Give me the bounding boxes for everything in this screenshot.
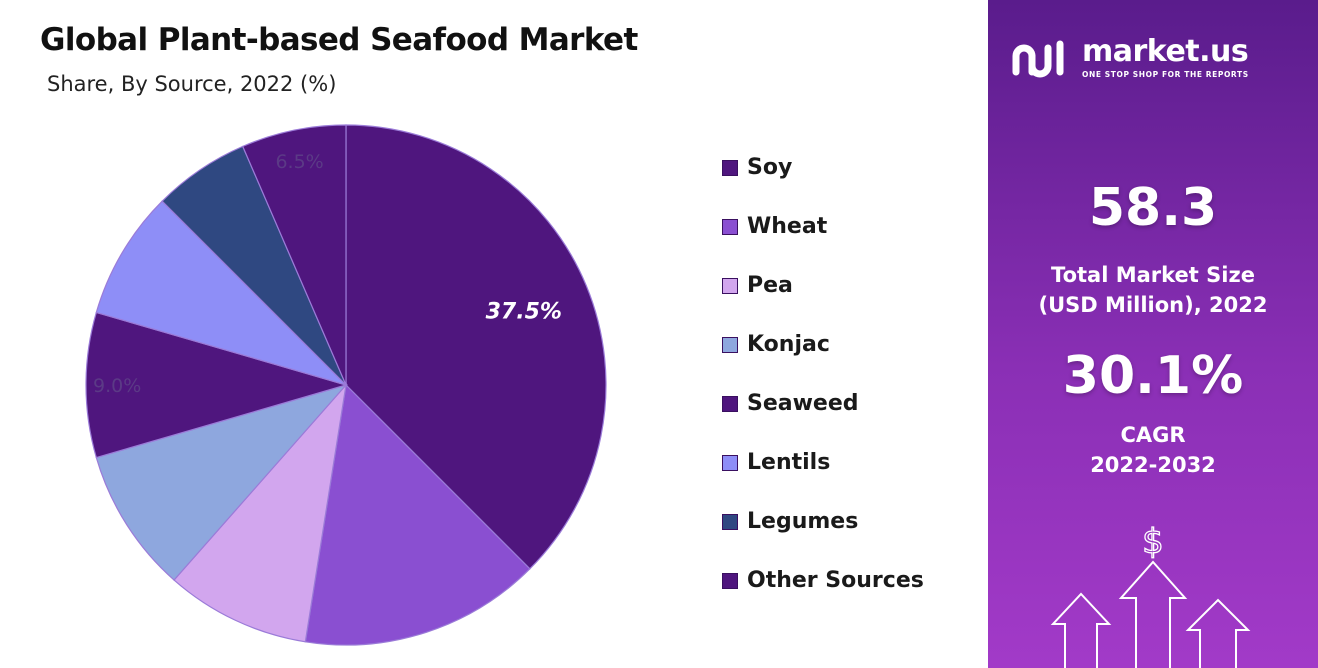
legend-swatch — [722, 218, 738, 235]
market-size-value: 58.3 — [1088, 178, 1218, 238]
cagr-value: 30.1% — [1062, 346, 1244, 406]
cagr-period: 2022-2032 — [1090, 453, 1216, 477]
stats-panel: market.us ONE STOP SHOP FOR THE REPORTS … — [988, 0, 1318, 668]
legend-label: Wheat — [747, 214, 828, 239]
pie-slice-seaweed — [85, 311, 349, 459]
legend-item: Wheat — [722, 197, 924, 256]
cagr-label: CAGR — [1120, 423, 1186, 447]
market-size-label-line1: Total Market Size — [1051, 263, 1255, 287]
pie-chart: 37.5% 9.0% 6.5% — [85, 124, 607, 646]
legend-swatch — [722, 159, 738, 176]
legend-item: Seaweed — [722, 374, 924, 433]
pie-slice-soy — [345, 124, 607, 570]
legend-label: Soy — [747, 155, 793, 180]
legend-swatch — [722, 513, 738, 530]
pie-slice-lentils — [95, 200, 347, 386]
legend-label: Konjac — [747, 332, 830, 357]
legend-item: Soy — [722, 138, 924, 197]
legend-swatch — [722, 572, 738, 589]
legend-label: Pea — [747, 273, 793, 298]
brand-name: market.us — [1082, 34, 1249, 69]
legend-item: Konjac — [722, 315, 924, 374]
legend-item: Other Sources — [722, 551, 924, 610]
legend-item: Pea — [722, 256, 924, 315]
legend-label: Seaweed — [747, 391, 859, 416]
legend-label: Lentils — [747, 450, 831, 475]
pie-slice-pea — [173, 383, 347, 643]
market-size-label-line2: (USD Million), 2022 — [1038, 293, 1268, 317]
legend-label: Legumes — [747, 509, 859, 534]
data-label-seaweed: 9.0% — [93, 375, 141, 397]
brand: market.us ONE STOP SHOP FOR THE REPORTS — [1010, 36, 1249, 80]
chart-legend: Soy Wheat Pea Konjac Seaweed Lentils Legumes Ot… — [722, 138, 924, 610]
chart-panel: Global Plant-based Seafood Market Share,… — [40, 22, 924, 646]
brand-tagline: ONE STOP SHOP FOR THE REPORTS — [1082, 70, 1249, 79]
legend-item: Lentils — [722, 433, 924, 492]
legend-label: Other Sources — [747, 568, 924, 593]
data-label-other-sources: 6.5% — [275, 151, 323, 173]
legend-item: Legumes — [722, 492, 924, 551]
market-us-logo-icon — [1012, 40, 1064, 78]
chart-title: Global Plant-based Seafood Market — [40, 22, 638, 58]
legend-swatch — [722, 336, 738, 353]
dollar-icon: $ — [1142, 522, 1164, 562]
legend-swatch — [722, 454, 738, 471]
pie-slice-wheat — [304, 383, 531, 646]
growth-arrows-icon: $ — [1050, 521, 1251, 668]
chart-subtitle: Share, By Source, 2022 (%) — [47, 72, 337, 96]
legend-swatch — [722, 395, 738, 412]
pie-slice-other-sources — [241, 124, 347, 386]
data-label-soy: 37.5% — [486, 299, 562, 324]
legend-swatch — [722, 277, 738, 294]
pie-slice-konjac — [95, 383, 348, 581]
